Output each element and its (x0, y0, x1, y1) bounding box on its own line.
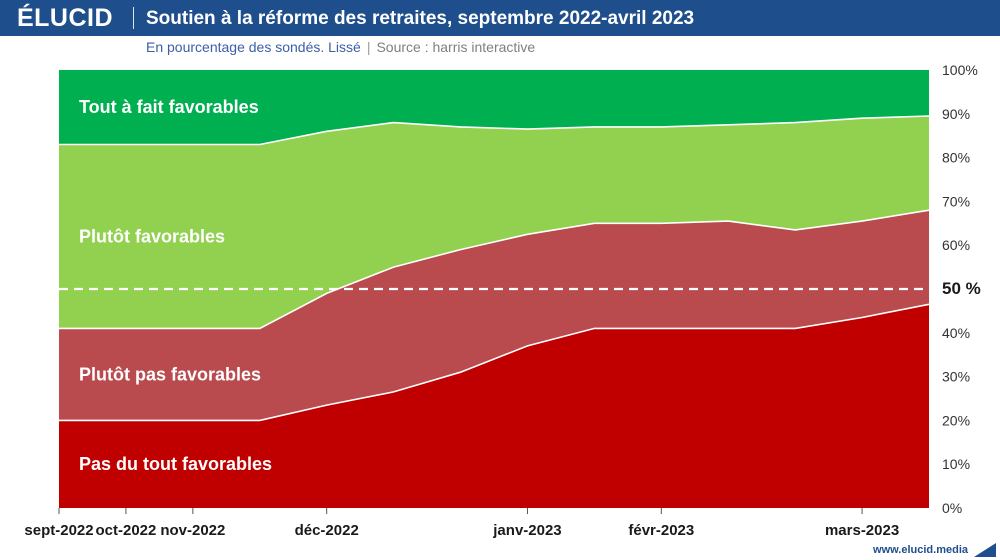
chart-title: Soutien à la réforme des retraites, sept… (146, 8, 695, 29)
y-axis-ticks: 0% 10% 20% 30% 40% 50 % 60% 70% 80% 90% 100% (942, 62, 981, 516)
x-tick-label: nov-2022 (160, 522, 225, 539)
boundary-plut-t-pas-favorables (59, 209, 930, 330)
reference-line-label: 50 % (942, 279, 981, 298)
header-bar: ÉLUCID Soutien à la réforme des retraite… (0, 0, 1000, 36)
footer-url[interactable]: www.elucid.media (873, 544, 968, 556)
series-label: Tout à fait favorables (79, 97, 259, 117)
header-divider (133, 7, 134, 29)
y-tick-label: 80% (942, 150, 970, 166)
y-tick-label: 100% (942, 62, 978, 78)
x-tick-label: déc-2022 (295, 522, 359, 539)
x-tick-label: oct-2022 (95, 522, 156, 539)
y-tick-label: 30% (942, 369, 970, 385)
series-boundaries (59, 115, 930, 422)
x-tick-label: févr-2023 (628, 522, 694, 539)
elucid-logo: ÉLUCID (16, 4, 114, 32)
elucid-mark-icon (974, 543, 996, 557)
subtitle-text: En pourcentage des sondés. Lissé (146, 39, 361, 55)
area-plut-t-pas-favorables (59, 210, 929, 421)
chart-subtitle: En pourcentage des sondés. Lissé | Source … (146, 38, 535, 56)
y-tick-label: 10% (942, 456, 970, 472)
area-plut-t-favorables (59, 116, 929, 329)
y-tick-label: 20% (942, 412, 970, 428)
area-series-group (59, 70, 929, 508)
series-label: Pas du tout favorables (79, 454, 272, 474)
x-axis-ticks: sept-2022 oct-2022 nov-2022 déc-2022 janv-20… (24, 508, 899, 539)
y-tick-label: 40% (942, 325, 970, 341)
source-text: Source : harris interactive (376, 39, 536, 55)
y-tick-label: 70% (942, 193, 970, 209)
series-labels: Pas du tout favorables Plutôt pas favorab… (79, 97, 272, 474)
y-tick-label: 60% (942, 237, 970, 253)
area-pas-du-tout-favorables (59, 304, 929, 508)
boundary-plut-t-favorables (59, 115, 930, 146)
y-tick-label: 0% (942, 500, 962, 516)
series-label: Plutôt favorables (79, 226, 225, 246)
area-tout-fait-favorables (59, 70, 929, 145)
x-tick-label: mars-2023 (825, 522, 899, 539)
y-tick-label: 90% (942, 106, 970, 122)
subtitle-separator: | (366, 39, 371, 55)
x-tick-label: sept-2022 (24, 522, 93, 539)
series-label: Plutôt pas favorables (79, 364, 261, 384)
x-tick-label: janv-2023 (492, 522, 561, 539)
boundary-pas-du-tout-favorables (59, 303, 930, 422)
